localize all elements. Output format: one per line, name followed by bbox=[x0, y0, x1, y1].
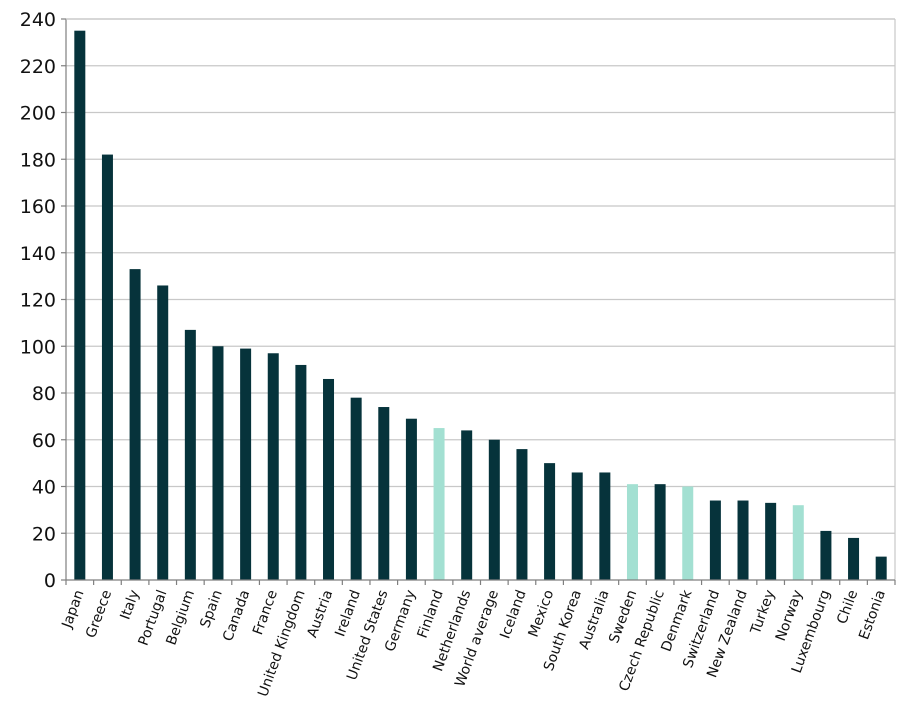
x-tick-label: Chile bbox=[834, 588, 861, 626]
y-tick-label: 100 bbox=[20, 336, 56, 358]
x-tick-label: Japan bbox=[59, 588, 88, 631]
bar-united-states bbox=[378, 407, 390, 580]
bar-italy bbox=[129, 269, 141, 580]
bar-ireland bbox=[350, 397, 362, 580]
y-tick-label: 240 bbox=[20, 9, 56, 31]
y-tick-label: 140 bbox=[20, 243, 56, 265]
x-tick-label: Greece bbox=[83, 588, 115, 640]
x-tick-label: Finland bbox=[415, 588, 447, 640]
x-tick-label: Austria bbox=[304, 588, 336, 640]
y-tick-label: 0 bbox=[44, 570, 56, 592]
bar-portugal bbox=[157, 285, 169, 580]
bar-greece bbox=[101, 154, 113, 580]
x-tick-label: Italy bbox=[117, 588, 142, 622]
bar-japan bbox=[74, 30, 86, 580]
y-tick-label: 200 bbox=[20, 103, 56, 125]
y-tick-label: 120 bbox=[20, 290, 56, 312]
bar-netherlands bbox=[461, 430, 473, 580]
bar-belgium bbox=[184, 329, 196, 580]
bar-finland bbox=[433, 428, 445, 580]
bar-chile bbox=[848, 537, 860, 580]
x-tick-label: France bbox=[250, 588, 281, 637]
bar-norway bbox=[792, 505, 804, 580]
y-tick-label: 220 bbox=[20, 56, 56, 78]
bar-austria bbox=[323, 378, 335, 580]
y-tick-label: 160 bbox=[20, 196, 56, 218]
bar-mexico bbox=[544, 463, 556, 580]
x-tick-label: Mexico bbox=[526, 588, 558, 639]
x-tick-label: Spain bbox=[197, 588, 225, 630]
bar-switzerland bbox=[709, 500, 721, 580]
bar-canada bbox=[240, 348, 252, 580]
bar-south-korea bbox=[571, 472, 583, 580]
bar-turkey bbox=[765, 502, 777, 580]
bar-world-average bbox=[488, 439, 500, 580]
bar-estonia bbox=[875, 556, 887, 580]
bar-iceland bbox=[516, 449, 528, 580]
x-tick-label: Estonia bbox=[856, 588, 889, 642]
bar-spain bbox=[212, 346, 224, 580]
bar-new-zealand bbox=[737, 500, 749, 580]
bar-australia bbox=[599, 472, 611, 580]
bars bbox=[74, 30, 887, 580]
y-tick-label: 80 bbox=[32, 383, 56, 405]
x-tick-label: Ireland bbox=[332, 588, 364, 639]
y-tick-label: 180 bbox=[20, 149, 56, 171]
y-tick-labels: 0 20 40 60 80 100 120 140 160 180 200 220 240 bbox=[20, 9, 56, 592]
bar-united-kingdom bbox=[295, 364, 307, 580]
bar-germany bbox=[405, 418, 417, 580]
bar-denmark bbox=[682, 486, 694, 580]
y-tick-label: 20 bbox=[32, 523, 56, 545]
y-tick-label: 60 bbox=[32, 430, 56, 452]
bar-luxembourg bbox=[820, 530, 832, 580]
y-tick-label: 40 bbox=[32, 477, 56, 499]
bar-sweden bbox=[626, 484, 638, 580]
x-tick-label: Canada bbox=[220, 588, 253, 644]
axes bbox=[61, 18, 896, 585]
x-tick-label: Turkey bbox=[747, 588, 778, 637]
bar-france bbox=[267, 353, 279, 580]
bar-czech-republic bbox=[654, 484, 666, 580]
